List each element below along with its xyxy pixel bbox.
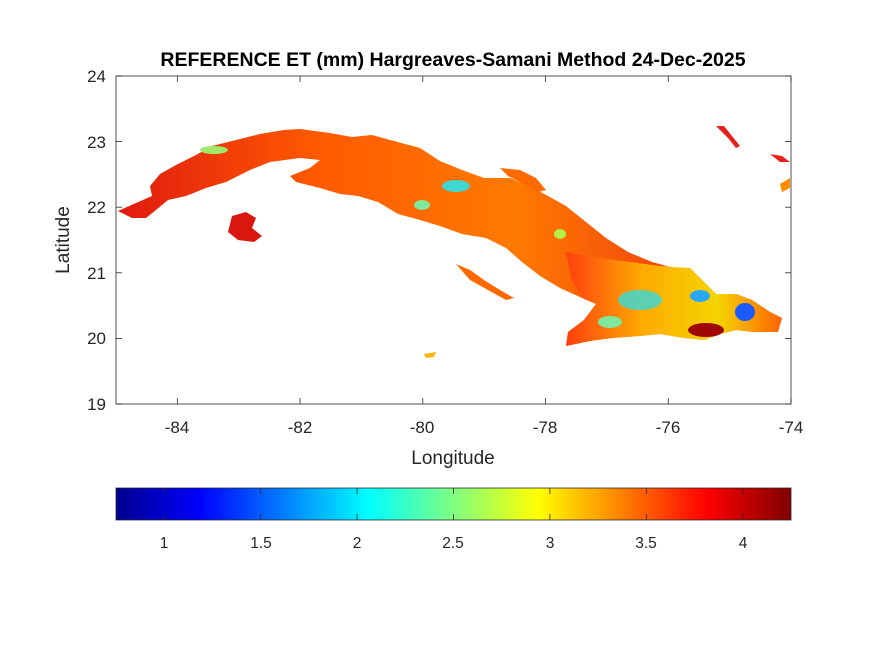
northeast-cay-1 [716, 126, 740, 148]
chart-title: REFERENCE ET (mm) Hargreaves-Samani Meth… [160, 49, 745, 71]
x-tick-label: -80 [410, 418, 435, 437]
isla-de-la-juventud [228, 212, 262, 242]
x-tick-label: -84 [165, 418, 190, 437]
cool-spot-east-2 [690, 290, 710, 302]
cool-spot-east-3 [735, 303, 755, 321]
cool-spot-northwest [200, 146, 228, 154]
y-tick-label: 20 [87, 329, 106, 348]
axis-ticks [116, 75, 792, 405]
cool-spot-central-2 [414, 200, 430, 210]
south-cays [456, 264, 514, 300]
x-tick-label: -74 [779, 418, 804, 437]
plot-area [115, 75, 792, 405]
cool-spot-east-1 [618, 290, 662, 310]
y-axis-label: Latitude [53, 206, 74, 274]
y-tick-label: 23 [87, 133, 106, 152]
colorbar-tick-label: 3 [546, 535, 555, 552]
colorbar-tick-label: 3.5 [635, 535, 657, 552]
cool-spot-central [442, 180, 470, 192]
y-tick-label: 19 [87, 395, 106, 414]
x-tick-label: -82 [288, 418, 313, 437]
colorbar-tick-label: 1.5 [250, 535, 272, 552]
x-tick-label: -78 [533, 418, 558, 437]
x-axis-label: Longitude [411, 448, 494, 469]
y-tick-label: 24 [87, 67, 106, 86]
y-tick-label: 21 [87, 264, 106, 283]
cool-spot-east-4 [598, 316, 622, 328]
colorbar-tick-label: 4 [739, 535, 748, 552]
northeast-cay-2 [770, 154, 790, 162]
hot-spot-southeast [688, 323, 724, 337]
et-map-layer [118, 126, 790, 358]
x-tick-label: -76 [656, 418, 681, 437]
colorbar-ticks [163, 488, 744, 520]
colorbar-tick-label: 2.5 [442, 535, 464, 552]
y-tick-label: 22 [87, 198, 106, 217]
colorbar-tick-label: 2 [353, 535, 362, 552]
colorbar-tick-labels: 1 1.5 2 2.5 3 3.5 4 [160, 535, 748, 552]
colorbar-tick-label: 1 [160, 535, 169, 552]
south-cay-small [424, 352, 436, 358]
x-tick-labels: -84 -82 -80 -78 -76 -74 [165, 418, 804, 437]
northern-cays [500, 168, 546, 192]
y-tick-labels: 19 20 21 22 23 24 [87, 67, 106, 414]
cool-spot-camaguey [554, 229, 566, 239]
northeast-cay-3 [780, 178, 790, 192]
